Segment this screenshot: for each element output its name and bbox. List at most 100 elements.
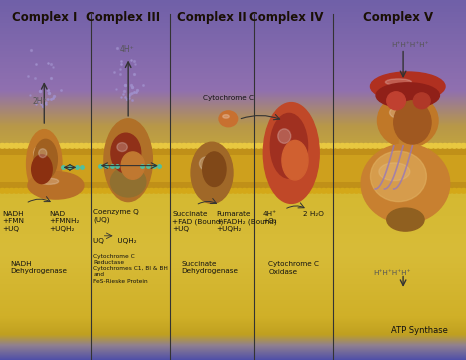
- Circle shape: [144, 144, 150, 148]
- Ellipse shape: [390, 107, 411, 118]
- Circle shape: [98, 145, 103, 148]
- Circle shape: [75, 145, 79, 148]
- Circle shape: [350, 145, 354, 148]
- Circle shape: [242, 145, 247, 148]
- Circle shape: [410, 189, 416, 193]
- Circle shape: [373, 145, 377, 148]
- Circle shape: [345, 145, 350, 148]
- Circle shape: [247, 145, 252, 148]
- Circle shape: [9, 144, 15, 148]
- Ellipse shape: [370, 72, 445, 101]
- Ellipse shape: [399, 126, 416, 162]
- Circle shape: [447, 145, 452, 148]
- Circle shape: [195, 189, 201, 193]
- Circle shape: [196, 145, 200, 148]
- Circle shape: [41, 144, 48, 148]
- Circle shape: [64, 144, 71, 148]
- Circle shape: [79, 189, 85, 193]
- Circle shape: [405, 145, 410, 148]
- Circle shape: [443, 145, 447, 148]
- Circle shape: [60, 144, 66, 148]
- Ellipse shape: [39, 149, 47, 158]
- Circle shape: [36, 189, 42, 193]
- Circle shape: [289, 145, 294, 148]
- Circle shape: [55, 144, 61, 148]
- Circle shape: [158, 144, 164, 148]
- Circle shape: [354, 144, 360, 148]
- Circle shape: [130, 144, 136, 148]
- Circle shape: [233, 145, 238, 148]
- Circle shape: [149, 145, 154, 148]
- Circle shape: [22, 144, 29, 148]
- Circle shape: [9, 145, 14, 148]
- Circle shape: [213, 189, 220, 193]
- Circle shape: [275, 145, 280, 148]
- Ellipse shape: [274, 126, 294, 149]
- Circle shape: [419, 189, 425, 193]
- Circle shape: [391, 189, 397, 193]
- Circle shape: [433, 189, 439, 193]
- Circle shape: [442, 189, 448, 193]
- Circle shape: [242, 189, 248, 193]
- Circle shape: [274, 144, 280, 148]
- Circle shape: [354, 189, 360, 193]
- Circle shape: [429, 145, 433, 148]
- Circle shape: [22, 189, 29, 193]
- Circle shape: [37, 145, 42, 148]
- Circle shape: [269, 144, 275, 148]
- Circle shape: [185, 189, 192, 193]
- Circle shape: [171, 144, 178, 148]
- Circle shape: [298, 145, 303, 148]
- Circle shape: [395, 189, 402, 193]
- Circle shape: [65, 145, 70, 148]
- Circle shape: [419, 145, 424, 148]
- Circle shape: [308, 145, 312, 148]
- Circle shape: [293, 144, 299, 148]
- Circle shape: [116, 145, 121, 148]
- Circle shape: [396, 145, 401, 148]
- Circle shape: [260, 189, 267, 193]
- Circle shape: [181, 144, 187, 148]
- Circle shape: [326, 144, 332, 148]
- Ellipse shape: [34, 139, 57, 179]
- Ellipse shape: [191, 142, 233, 203]
- Circle shape: [102, 189, 108, 193]
- Text: Succinate
+FAD (Bound)
+UQ: Succinate +FAD (Bound) +UQ: [172, 211, 224, 232]
- Circle shape: [251, 144, 257, 148]
- Circle shape: [330, 189, 336, 193]
- Circle shape: [297, 144, 304, 148]
- Text: Cytochrome C
Oxidase: Cytochrome C Oxidase: [268, 261, 319, 275]
- Text: Cytochrome C: Cytochrome C: [203, 95, 254, 102]
- Circle shape: [283, 144, 289, 148]
- Circle shape: [74, 144, 80, 148]
- Circle shape: [321, 144, 327, 148]
- Circle shape: [18, 144, 24, 148]
- Circle shape: [88, 144, 94, 148]
- Circle shape: [64, 189, 71, 193]
- Circle shape: [79, 145, 84, 148]
- Circle shape: [269, 189, 275, 193]
- Circle shape: [32, 189, 38, 193]
- Circle shape: [437, 144, 444, 148]
- Circle shape: [456, 144, 462, 148]
- Text: 2H⁺: 2H⁺: [33, 98, 47, 107]
- Circle shape: [311, 144, 318, 148]
- Circle shape: [19, 145, 23, 148]
- Circle shape: [326, 145, 331, 148]
- Ellipse shape: [379, 163, 410, 181]
- Circle shape: [153, 144, 159, 148]
- Circle shape: [158, 145, 163, 148]
- Circle shape: [74, 189, 80, 193]
- Circle shape: [363, 189, 369, 193]
- Circle shape: [32, 144, 38, 148]
- Circle shape: [446, 189, 453, 193]
- Circle shape: [4, 144, 10, 148]
- Circle shape: [126, 145, 130, 148]
- Circle shape: [51, 144, 57, 148]
- Circle shape: [205, 145, 210, 148]
- Circle shape: [125, 189, 131, 193]
- Circle shape: [83, 144, 89, 148]
- Circle shape: [89, 145, 93, 148]
- Ellipse shape: [282, 140, 308, 180]
- Ellipse shape: [387, 208, 424, 231]
